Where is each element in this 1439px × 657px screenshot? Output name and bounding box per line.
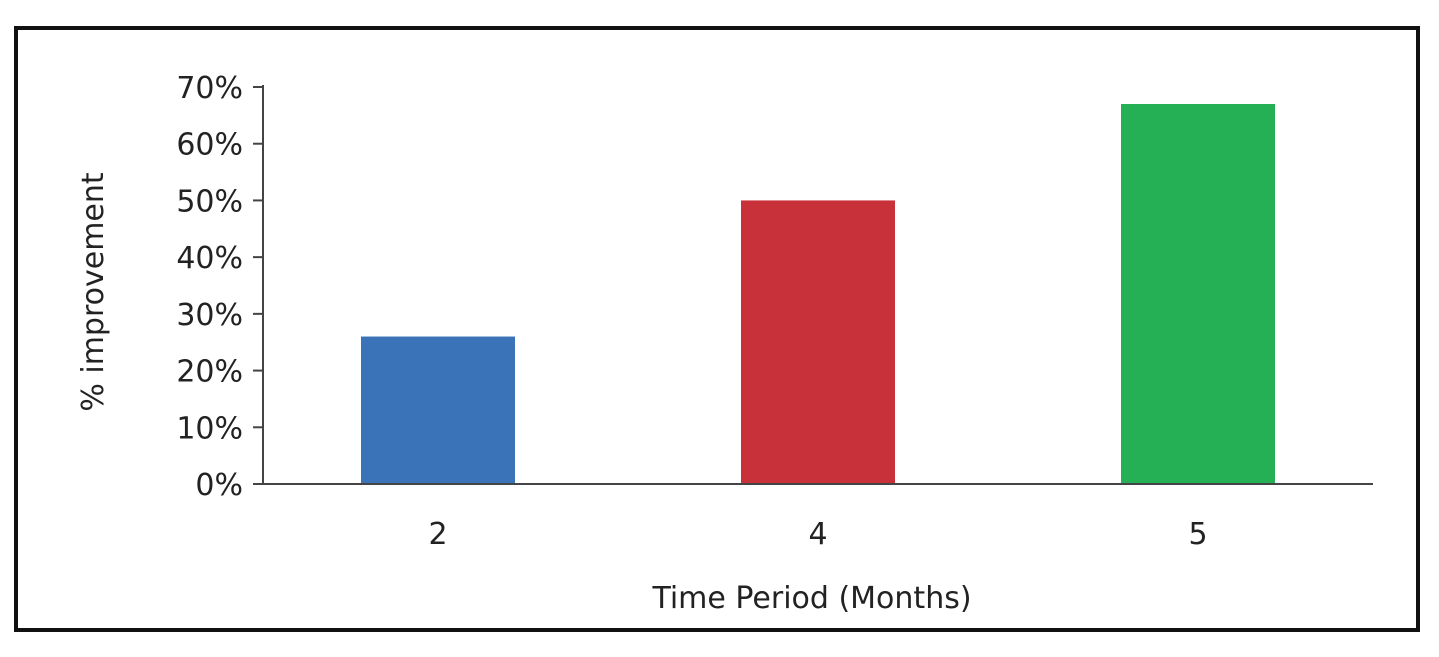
bar-5 [1121,104,1275,484]
x-tick-label: 2 [428,517,447,552]
bars [361,104,1275,484]
y-tick-label: 20% [176,355,243,390]
y-axis-ticks: 0% 10% 20% 30% 40% 50% 60% 70% [176,71,263,503]
y-axis-label: % improvement [76,172,111,412]
x-tick-label: 4 [808,517,827,552]
y-tick-label: 40% [176,241,243,276]
y-tick-label: 70% [176,71,243,106]
x-tick-label: 5 [1188,517,1207,552]
y-tick-label: 30% [176,298,243,333]
y-tick-label: 60% [176,128,243,163]
x-axis-ticks: 2 4 5 [428,517,1207,552]
bar-2 [361,336,515,484]
x-axis-label: Time Period (Months) [651,581,971,616]
y-tick-label: 50% [176,184,243,219]
y-tick-label: 0% [195,468,243,503]
y-tick-label: 10% [176,411,243,446]
bar-4 [741,200,895,484]
